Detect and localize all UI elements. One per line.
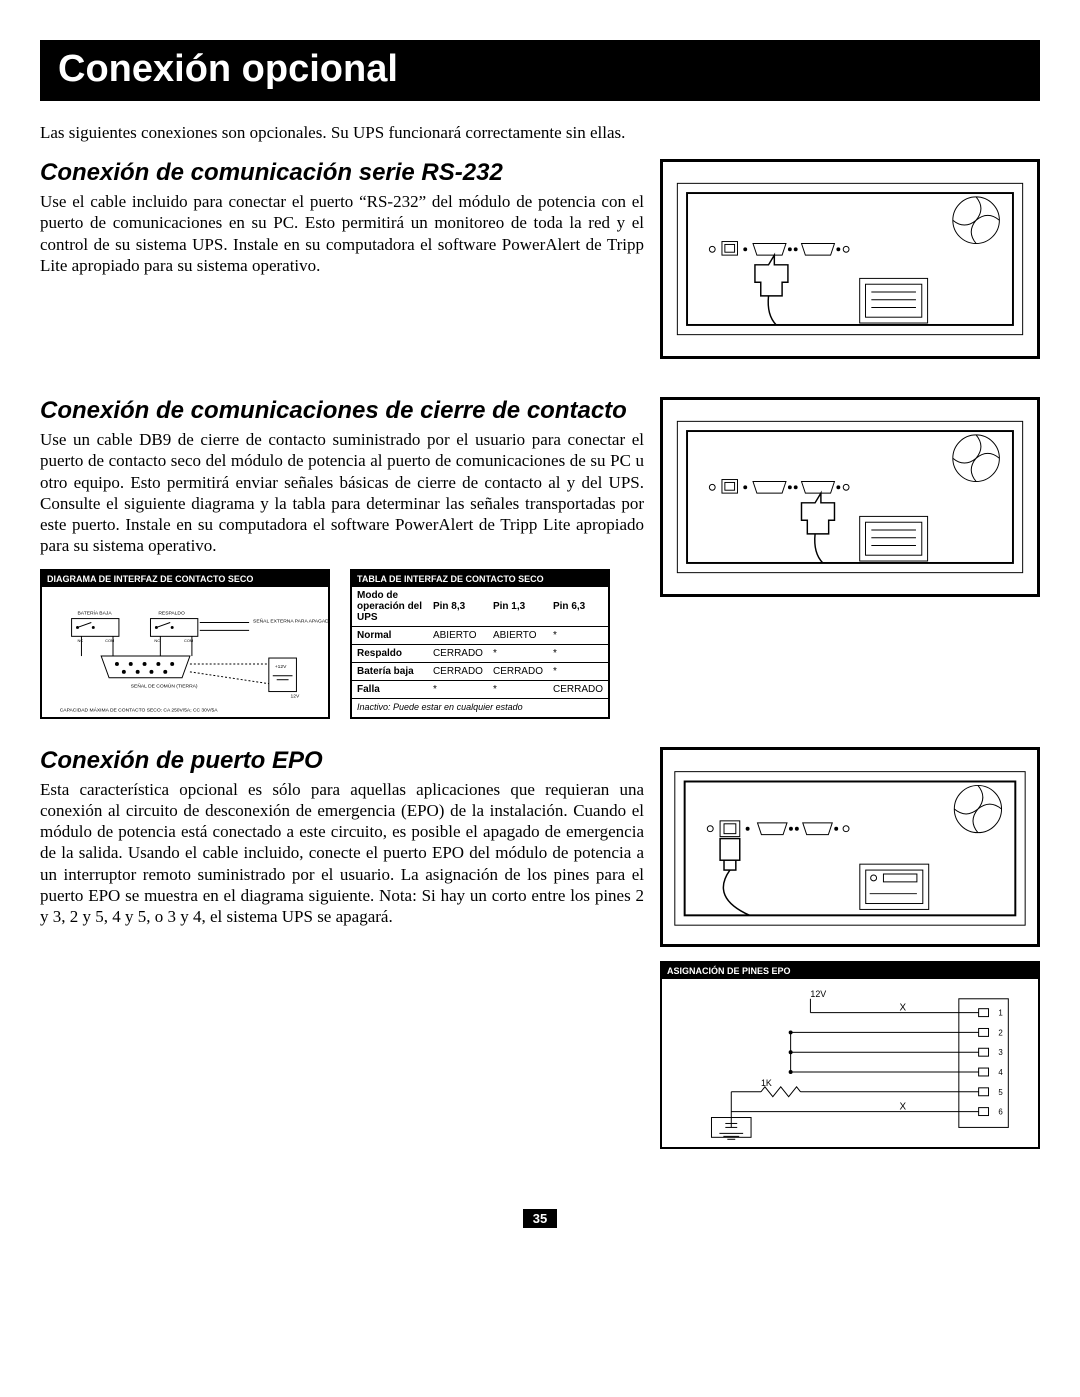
table-header: Modo de operación del UPS bbox=[352, 587, 428, 627]
table-header: Pin 6,3 bbox=[548, 587, 608, 627]
svg-text:X: X bbox=[899, 1101, 906, 1112]
svg-text:5: 5 bbox=[998, 1087, 1003, 1096]
epo-pin-assignment: ASIGNACIÓN DE PINES EPO 1 2 3 4 5 6 12V … bbox=[660, 961, 1040, 1149]
contact-subfigures: DIAGRAMA DE INTERFAZ DE CONTACTO SECO BA… bbox=[40, 569, 644, 719]
section-contact: Conexión de comunicaciones de cierre de … bbox=[40, 397, 1040, 719]
page-title: Conexión opcional bbox=[58, 48, 398, 90]
svg-text:4: 4 bbox=[998, 1067, 1003, 1076]
dry-table-caption: TABLA DE INTERFAZ DE CONTACTO SECO bbox=[352, 571, 608, 587]
table-row: Batería baja CERRADO CERRADO * bbox=[352, 662, 608, 680]
svg-text:3: 3 bbox=[998, 1048, 1003, 1057]
table-header: Pin 8,3 bbox=[428, 587, 488, 627]
epo-pin-caption: ASIGNACIÓN DE PINES EPO bbox=[662, 963, 1038, 979]
label-respaldo: RESPALDO bbox=[158, 610, 185, 616]
section-epo: ASIGNACIÓN DE PINES EPO 1 2 3 4 5 6 12V … bbox=[40, 747, 1040, 1149]
table-row: Normal ABIERTO ABIERTO * bbox=[352, 626, 608, 644]
table-footnote: Inactivo: Puede estar en cualquier estad… bbox=[352, 698, 608, 715]
svg-text:6: 6 bbox=[998, 1107, 1003, 1116]
label-senal-comun: SEÑAL DE COMÚN (TIERRA) bbox=[131, 682, 198, 689]
page-number: 35 bbox=[523, 1209, 557, 1228]
label-12v: 12V bbox=[810, 988, 826, 998]
dry-contact-table-box: TABLA DE INTERFAZ DE CONTACTO SECO Modo … bbox=[350, 569, 610, 719]
dry-diagram-caption: DIAGRAMA DE INTERFAZ DE CONTACTO SECO bbox=[42, 571, 328, 587]
figure-rs232 bbox=[660, 159, 1040, 359]
table-header: Pin 1,3 bbox=[488, 587, 548, 627]
figure-contact bbox=[660, 397, 1040, 597]
dry-contact-table: Modo de operación del UPS Pin 8,3 Pin 1,… bbox=[352, 587, 608, 715]
page-title-bar: Conexión opcional bbox=[40, 40, 1040, 101]
svg-text:NC: NC bbox=[78, 638, 84, 643]
svg-text:NC: NC bbox=[154, 638, 160, 643]
table-row: Respaldo CERRADO * * bbox=[352, 644, 608, 662]
table-row: Falla * * CERRADO bbox=[352, 680, 608, 698]
section-rs232: Conexión de comunicación serie RS-232 Us… bbox=[40, 159, 1040, 369]
label-1k: 1K bbox=[761, 1077, 772, 1087]
figure-epo bbox=[660, 747, 1040, 947]
svg-text:2: 2 bbox=[998, 1028, 1002, 1037]
svg-text:12V: 12V bbox=[291, 693, 300, 699]
intro-text: Las siguientes conexiones son opcionales… bbox=[40, 123, 1040, 143]
svg-text:1: 1 bbox=[998, 1008, 1003, 1017]
epo-right-column: ASIGNACIÓN DE PINES EPO 1 2 3 4 5 6 12V … bbox=[660, 747, 1040, 1149]
dry-contact-diagram: DIAGRAMA DE INTERFAZ DE CONTACTO SECO BA… bbox=[40, 569, 330, 719]
svg-text:+12V: +12V bbox=[275, 663, 287, 669]
svg-text:X: X bbox=[899, 1002, 906, 1013]
label-bateria-baja: BATERÍA BAJA bbox=[78, 609, 113, 616]
page-number-container: 35 bbox=[40, 1209, 1040, 1228]
label-senal-externa: SEÑAL EXTERNA PARA APAGADO REMOTO bbox=[253, 617, 328, 624]
label-capacidad: CAPACIDAD MÁXIMA DE CONTACTO SECO: CA 25… bbox=[60, 706, 219, 713]
